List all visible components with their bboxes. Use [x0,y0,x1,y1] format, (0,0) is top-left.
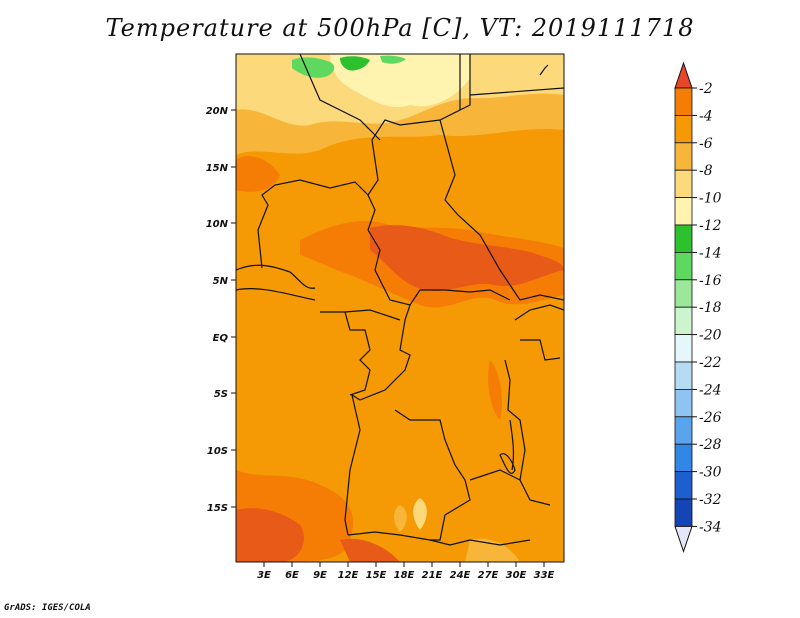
colorbar-label: -10 [699,191,722,207]
lat-label: 15N [206,163,229,174]
colorbar-label: -32 [699,492,722,508]
colorbar-segment [674,334,693,363]
colorbar-segment [674,471,693,500]
colorbar-label: -2 [699,81,713,97]
lat-label: 5S [214,389,228,400]
colorbar-label: -28 [699,437,722,453]
country-borders [235,53,565,546]
colorbar-label: -14 [699,245,722,261]
lon-label: 21E [422,570,443,581]
colorbar-top-arrow [674,61,693,89]
colorbar-segment [674,388,693,418]
colorbar-bottom-arrow [674,525,693,553]
lon-label: 3E [257,570,271,581]
colorbar-label: -12 [699,218,722,234]
lon-label: 24E [450,570,471,581]
colorbar-segment [674,197,693,226]
colorbar-segment [674,87,693,116]
colorbar-segment [674,498,693,527]
colorbar-label: -26 [699,410,722,426]
lon-label: 18E [394,570,415,581]
colorbar-segment [674,224,693,253]
colorbar-label: -16 [699,273,722,289]
map-title: Temperature at 500hPa [C], VT: 201911171… [105,14,695,42]
lon-label: 15E [366,570,387,581]
colorbar-label: -22 [699,355,722,371]
colorbar-segment [674,443,693,473]
colorbar-segment [674,279,693,308]
colorbar-label: -24 [699,382,722,398]
lat-label: 20N [206,106,229,117]
lat-label: 15S [207,503,228,514]
colorbar-label: -8 [699,163,713,179]
lat-label: EQ [213,333,229,344]
colorbar-segment [674,169,693,198]
colorbar-label: -6 [699,136,713,152]
colorbar-segment [674,306,693,336]
colorbar-segment [674,142,693,171]
colorbar-segment [674,361,693,390]
lon-axis [263,562,545,567]
colorbar-label: -20 [699,328,722,344]
lon-label: 27E [478,570,499,581]
temperature-field [236,54,564,562]
grads-credit: GrADS: IGES/COLA [4,603,91,613]
lat-label: 5N [213,276,229,287]
lon-label: 30E [506,570,527,581]
colorbar-label: -4 [699,108,713,124]
lon-label: 12E [338,570,359,581]
colorbar-segment [674,115,693,144]
map-frame [235,53,565,563]
lon-label: 9E [313,570,327,581]
colorbar-segment [674,416,693,445]
lat-axis [231,109,236,508]
lat-label: 10N [206,219,229,230]
colorbar-label: -30 [699,465,722,481]
colorbar: -2 -4 -6 -8 -10 -12 -14 -16 -18 -20 -22 -24 -26 -28 -3… [674,61,722,553]
lon-label: 6E [285,570,299,581]
lon-label: 33E [534,570,555,581]
colorbar-label: -34 [699,519,722,535]
lat-label: 10S [207,446,228,457]
colorbar-label: -18 [699,300,722,316]
colorbar-segment [674,251,693,281]
